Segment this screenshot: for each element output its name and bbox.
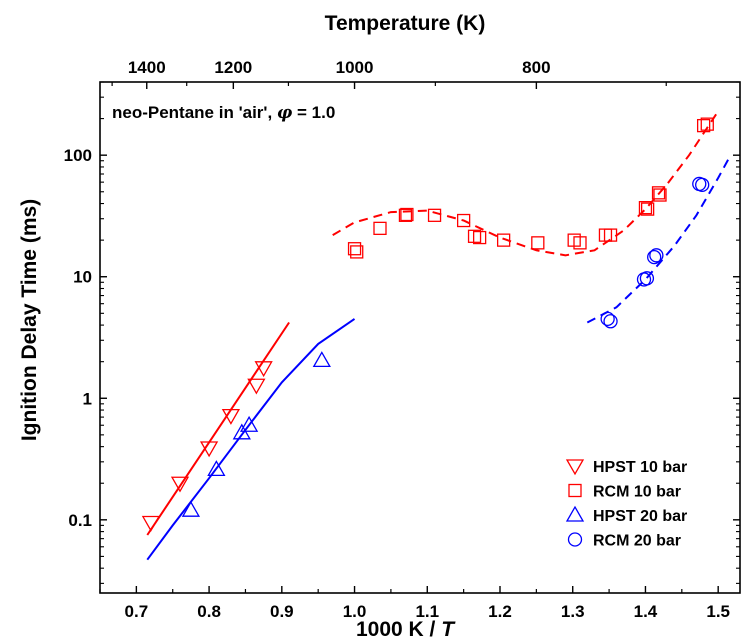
data-point-square: [496, 233, 511, 247]
data-point-circle: [639, 271, 655, 286]
top-tick-label: 1000: [336, 58, 374, 77]
data-point-square: [638, 201, 653, 215]
x-tick-label: 1.2: [488, 602, 512, 621]
y-tick-label: 100: [64, 146, 92, 165]
plot-frame: [99, 81, 741, 594]
top-tick-label: 1200: [214, 58, 252, 77]
legend-marker: [567, 532, 583, 547]
data-point-square: [700, 117, 714, 131]
condition-annotation: neo-Pentane in 'air', φ = 1.0: [112, 103, 335, 123]
data-point-triangle-up: [181, 500, 201, 517]
data-point-square: [472, 230, 487, 245]
data-point-square: [347, 242, 362, 256]
data-point-square: [696, 118, 711, 133]
model-curve-dashed: [332, 110, 720, 257]
y-axis-title: Ignition Delay Time (ms): [18, 199, 41, 441]
legend-marker: [565, 505, 585, 522]
data-point-circle: [695, 177, 710, 193]
y-tick-label: 10: [73, 268, 92, 287]
data-point-triangle-down: [141, 515, 161, 532]
legend-marker: [565, 459, 585, 476]
x-tick-label: 0.8: [197, 602, 221, 621]
legend-marker: [568, 483, 582, 498]
data-point-square: [373, 221, 387, 236]
tick-labels: 0.7 0.8 0.9 1.0 1.1 1.2 1.3 1.4 1.5 0.1 1 10 100 1400…: [64, 58, 730, 621]
data-point-square: [651, 186, 666, 200]
x-tick-label: 0.9: [270, 602, 294, 621]
x-tick-label: 1.3: [561, 602, 585, 621]
data-point-triangle-up: [239, 415, 259, 432]
data-point-circle: [603, 314, 618, 329]
x-axis-title: 1000 K / T: [356, 618, 456, 641]
legend-label: RCM 20 bar: [593, 533, 681, 550]
data-point-circle: [647, 249, 662, 265]
legend-label: HPST 10 bar: [593, 459, 687, 476]
legend: HPST 10 bar RCM 10 bar HPST 20 bar RCM 20 b…: [565, 459, 687, 550]
data-point-square: [573, 236, 587, 250]
axis-ticks: [99, 81, 740, 593]
data-point-triangle-down: [199, 441, 219, 458]
data-point-square: [427, 208, 442, 222]
x-tick-label: 1.4: [634, 602, 658, 621]
model-curve-solid: [146, 321, 290, 536]
legend-label: HPST 20 bar: [593, 508, 687, 525]
x-tick-label: 1.1: [415, 602, 439, 621]
x-axis-title-prefix: 1000 K /: [356, 618, 441, 641]
data-point-square: [603, 228, 618, 242]
model-curve-solid: [146, 318, 356, 561]
plot-frame-group: [99, 81, 741, 594]
x-tick-label: 0.7: [125, 602, 149, 621]
data-point-triangle-down: [221, 408, 241, 425]
x-tick-label: 1.5: [706, 602, 730, 621]
data-point-square: [640, 202, 655, 216]
data-point-triangle-down: [254, 361, 273, 378]
x-tick-label: 1.0: [343, 602, 367, 621]
data-points: [141, 117, 714, 532]
data-point-square: [531, 236, 545, 250]
data-point-triangle-down: [247, 378, 266, 395]
data-point-triangle-up: [207, 460, 226, 477]
top-tick-label: 800: [522, 58, 550, 77]
annotation-prefix: neo-Pentane in 'air',: [112, 103, 277, 122]
data-point-triangle-up: [312, 351, 331, 368]
data-point-circle: [649, 248, 664, 263]
data-point-square: [350, 245, 364, 259]
data-point-square: [456, 213, 471, 228]
y-tick-label: 1: [83, 389, 92, 408]
model-curve-dashed: [586, 157, 730, 324]
data-point-square: [653, 188, 667, 202]
data-point-square: [467, 229, 482, 243]
data-point-square: [398, 208, 413, 222]
x-axis-title-italic: T: [441, 618, 456, 641]
data-point-square: [400, 207, 414, 222]
data-point-triangle-down: [170, 476, 190, 493]
annotation-phi: φ: [277, 103, 293, 123]
top-tick-label: 1400: [128, 58, 166, 77]
legend-label: RCM 10 bar: [593, 484, 681, 501]
model-curves: [146, 110, 730, 561]
y-tick-label: 0.1: [68, 511, 92, 530]
top-axis-title: Temperature (K): [325, 12, 486, 35]
annotation-suffix: = 1.0: [292, 103, 335, 122]
data-point-circle: [600, 311, 615, 327]
